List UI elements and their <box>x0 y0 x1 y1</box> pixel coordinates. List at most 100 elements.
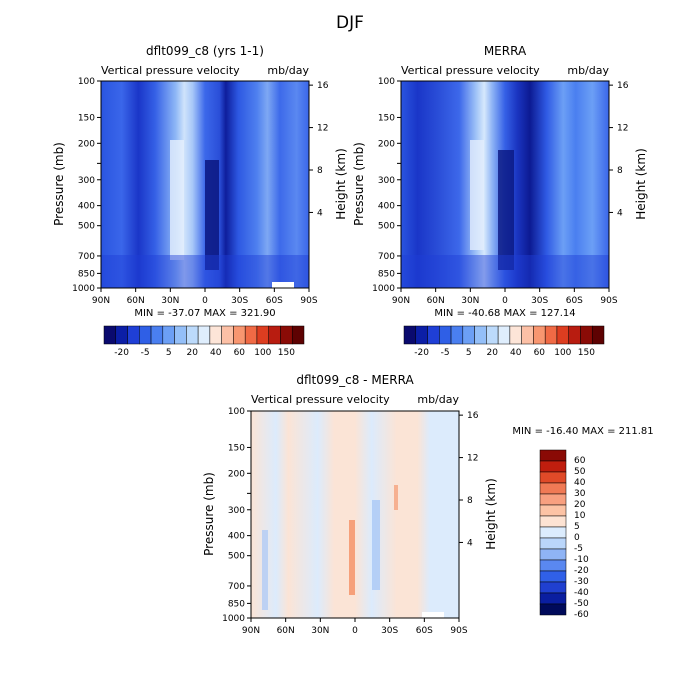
y-tick-label: 150 <box>378 113 395 123</box>
colorbar-swatch <box>539 559 567 572</box>
colorbar-swatch <box>233 325 246 345</box>
y-tick-label: 150 <box>78 113 95 123</box>
y-tick-label: 1000 <box>372 284 395 294</box>
x-tick-label: 30N <box>311 626 329 636</box>
panel-model-yticks: 100 150 200 300 400 500 700 850 1000 <box>72 77 101 294</box>
y-tick-label: 850 <box>78 269 95 279</box>
panel-model-xticks: 90N 60N 30N 0 30S 60S 90S <box>92 288 318 306</box>
colorbar-label: 20 <box>187 348 199 358</box>
x-tick-label: 60S <box>266 296 283 306</box>
colorbar-swatch <box>539 471 567 484</box>
x-tick-label: 0 <box>202 296 208 306</box>
y-tick-label: 100 <box>228 407 245 417</box>
colorbar-label: 60 <box>234 348 246 358</box>
panel-diff-streak-cool2 <box>262 530 268 610</box>
panel-model-core-light <box>170 140 184 260</box>
x-tick-label: 90S <box>300 296 317 306</box>
y-tick-right-label: 8 <box>467 496 473 506</box>
colorbar-label: 5 <box>574 522 580 532</box>
colorbar-label: -20 <box>114 348 129 358</box>
colorbar-swatch <box>268 325 281 345</box>
y-tick-label: 150 <box>228 443 245 453</box>
colorbar-label: -20 <box>414 348 429 358</box>
colorbar-swatch <box>162 325 175 345</box>
colorbar-swatch <box>568 325 581 345</box>
y-tick-right-label: 16 <box>617 81 629 91</box>
colorbar-swatch <box>209 325 222 345</box>
y-tick-label: 500 <box>378 222 395 232</box>
colorbar-label: 60 <box>534 348 546 358</box>
panel-diff-streak-warm2 <box>394 485 398 510</box>
y-tick-right-label: 12 <box>317 124 328 134</box>
colorbar-label: 40 <box>210 348 222 358</box>
colorbar-label: 150 <box>578 348 595 358</box>
x-tick-label: 60N <box>427 296 445 306</box>
colorbar-label: 20 <box>574 500 586 510</box>
y-tick-label: 200 <box>378 139 395 149</box>
colorbar-label: 10 <box>574 511 586 521</box>
colorbar-label: 40 <box>574 478 586 488</box>
x-tick-label: 60N <box>127 296 145 306</box>
x-tick-label: 30S <box>531 296 548 306</box>
colorbar-swatch <box>539 537 567 550</box>
panel-merra-stats: MIN = -40.68 MAX = 127.14 <box>434 308 575 319</box>
colorbar-swatch <box>539 482 567 495</box>
panel-diff-xticks: 90N 60N 30N 0 30S 60S 90S <box>242 618 468 636</box>
y-tick-label: 400 <box>378 202 395 212</box>
panel-merra-title: MERRA <box>484 44 527 58</box>
colorbar-label: -50 <box>574 599 589 609</box>
x-tick-label: 30S <box>231 296 248 306</box>
panel-model-ylabel: Pressure (mb) <box>52 142 66 226</box>
colorbar-swatch <box>539 460 567 473</box>
panel-model-subtitle-left: Vertical pressure velocity <box>101 64 240 77</box>
colorbar-swatch <box>221 325 234 345</box>
colorbar-label: 150 <box>278 348 295 358</box>
x-tick-label: 90N <box>392 296 410 306</box>
x-tick-label: 90S <box>450 626 467 636</box>
colorbar-label: -20 <box>574 566 589 576</box>
colorbar-swatch <box>539 493 567 506</box>
colorbar-swatch <box>539 570 567 583</box>
x-tick-label: 60S <box>566 296 583 306</box>
colorbar-swatch <box>244 325 258 345</box>
y-tick-label: 1000 <box>72 284 95 294</box>
panel-diff-whitebox <box>422 612 444 618</box>
colorbar-swatch <box>139 325 152 345</box>
colorbar-label: 20 <box>487 348 499 358</box>
panel-model-stats: MIN = -37.07 MAX = 321.90 <box>134 308 275 319</box>
x-tick-label: 30S <box>381 626 398 636</box>
x-tick-label: 60S <box>416 626 433 636</box>
panel-merra-subtitle-left: Vertical pressure velocity <box>401 64 540 77</box>
panel-diff-subtitle-left: Vertical pressure velocity <box>251 393 390 406</box>
y-tick-label: 300 <box>378 176 395 186</box>
colorbar-label: 40 <box>510 348 522 358</box>
colorbar-swatch <box>580 325 593 345</box>
y-tick-right-label: 8 <box>617 166 623 176</box>
panel-model-colorbar: -20 -5 5 20 40 60 100 150 <box>103 325 305 358</box>
panel-merra-ylabel-right: Height (km) <box>634 148 648 219</box>
y-tick-label: 100 <box>378 77 395 87</box>
colorbar-label: -5 <box>441 348 450 358</box>
colorbar-swatch <box>291 325 305 345</box>
x-tick-label: 90N <box>242 626 260 636</box>
x-tick-label: 60N <box>277 626 295 636</box>
colorbar-swatch <box>427 325 440 345</box>
panel-merra-xticks: 90N 60N 30N 0 30S 60S 90S <box>392 288 618 306</box>
panel-model-core-dark <box>205 160 219 270</box>
y-tick-right-label: 16 <box>467 411 479 421</box>
panel-model: dflt099_c8 (yrs 1-1) Vertical pressure v… <box>52 44 348 358</box>
y-tick-right-label: 16 <box>317 81 329 91</box>
colorbar-swatch <box>450 325 464 345</box>
colorbar-swatch <box>533 325 546 345</box>
colorbar-swatch <box>539 526 567 539</box>
panel-diff-subtitle-right: mb/day <box>417 393 459 406</box>
y-tick-right-label: 4 <box>617 208 623 218</box>
x-tick-label: 30N <box>461 296 479 306</box>
y-tick-label: 700 <box>78 252 95 262</box>
colorbar-swatch <box>556 325 569 345</box>
panel-diff: dflt099_c8 - MERRA Vertical pressure vel… <box>202 373 654 636</box>
colorbar-label: 30 <box>574 489 586 499</box>
y-tick-label: 300 <box>228 506 245 516</box>
